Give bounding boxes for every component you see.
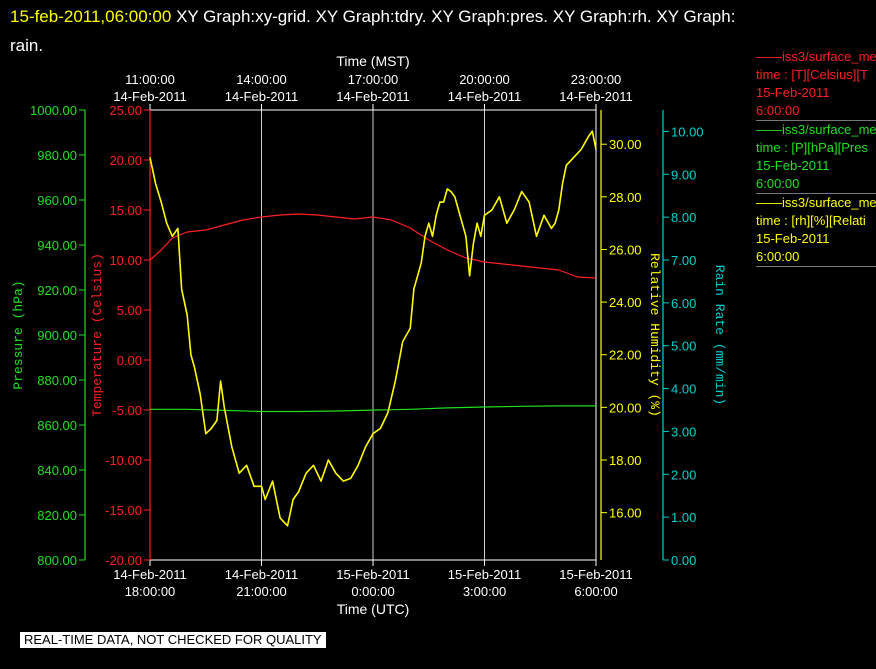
pres-y-tick-label: 860.00 <box>37 418 77 433</box>
rh-y-tick-label: 16.00 <box>609 506 642 521</box>
legend-entry-date: 15-Feb-2011 <box>756 231 830 246</box>
top-tick-label: 14-Feb-2011 <box>225 89 298 104</box>
pres-y-tick-label: 940.00 <box>37 238 77 253</box>
legend-entry-humidity: ——iss3/surface_me time : [rh][%][Relati … <box>756 194 876 267</box>
legend-entry-name: ——iss3/surface_me <box>756 195 876 210</box>
x-tick-label: 3:00:00 <box>463 584 506 599</box>
top-tick-label: 14-Feb-2011 <box>559 89 632 104</box>
tdry-y-tick-label: -15.00 <box>105 503 142 518</box>
rain-y-tick-label: 1.00 <box>671 510 696 525</box>
rh-y-tick-label: 18.00 <box>609 453 642 468</box>
tdry-y-tick-label: 5.00 <box>117 303 142 318</box>
pres-y-tick-label: 960.00 <box>37 193 77 208</box>
rain-y-tick-label: 4.00 <box>671 382 696 397</box>
legend-entry-time: 6:00:00 <box>756 103 800 118</box>
x-tick-label: 14-Feb-2011 <box>113 567 186 582</box>
rain-y-tick-label: 7.00 <box>671 253 696 268</box>
title-timestamp: 15-feb-2011,06:00:00 <box>10 7 172 26</box>
top-tick-label: 20:00:00 <box>459 72 510 87</box>
rh-y-tick-label: 26.00 <box>609 242 642 257</box>
pres-y-tick-label: 900.00 <box>37 328 77 343</box>
rh-y-tick-label: 24.00 <box>609 295 642 310</box>
x-tick-label: 18:00:00 <box>125 584 176 599</box>
pres-y-tick-label: 1000.00 <box>30 103 77 118</box>
tdry-y-tick-label: -5.00 <box>112 403 142 418</box>
legend-line-swatch: —— <box>756 49 782 64</box>
x-tick-label: 0:00:00 <box>351 584 394 599</box>
legend-entry-temperature: ——iss3/surface_me time : [T][Celsius][T … <box>756 48 876 121</box>
temperature-line <box>149 213 597 279</box>
x-tick-label: 14-Feb-2011 <box>225 567 298 582</box>
rh-y-tick-label: 20.00 <box>609 400 642 415</box>
top-tick-label: 14-Feb-2011 <box>336 89 409 104</box>
chart-title: 15-feb-2011,06:00:00 XY Graph:xy-grid. X… <box>10 2 860 60</box>
rain-y-tick-label: 6.00 <box>671 296 696 311</box>
title-graph-list-wrap: rain. <box>10 36 44 55</box>
rain-y-tick-label: 3.00 <box>671 424 696 439</box>
pres-y-axis-title: Pressure (hPa) <box>11 280 26 389</box>
humidity-line <box>149 130 597 527</box>
quality-warning: REAL-TIME DATA, NOT CHECKED FOR QUALITY <box>20 632 326 648</box>
pres-y-tick-label: 980.00 <box>37 148 77 163</box>
tdry-y-tick-label: 10.00 <box>109 253 142 268</box>
legend-entry-date: 15-Feb-2011 <box>756 158 830 173</box>
legend-line-swatch: —— <box>756 195 782 210</box>
legend-entry-time: 6:00:00 <box>756 249 800 264</box>
legend-entry-name: ——iss3/surface_me <box>756 122 876 137</box>
tdry-y-tick-label: -20.00 <box>105 553 142 568</box>
pres-y-tick-label: 800.00 <box>37 553 77 568</box>
x-axis-title: Time (UTC) <box>337 601 410 617</box>
legend-entry-name: ——iss3/surface_me <box>756 49 876 64</box>
legend: ——iss3/surface_me time : [T][Celsius][T … <box>756 48 876 267</box>
top-axis-title: Time (MST) <box>336 53 409 69</box>
tdry-y-tick-label: 25.00 <box>109 103 142 118</box>
pres-y-tick-label: 880.00 <box>37 373 77 388</box>
rh-y-tick-label: 28.00 <box>609 190 642 205</box>
legend-entry-time: 6:00:00 <box>756 176 800 191</box>
legend-entry-date: 15-Feb-2011 <box>756 85 830 100</box>
rh-y-axis-title: Relative Humidity (%) <box>647 253 662 417</box>
rain-y-tick-label: 9.00 <box>671 167 696 182</box>
legend-entry-vars: time : [rh][%][Relati <box>756 213 866 228</box>
legend-line-swatch: —— <box>756 122 782 137</box>
top-tick-label: 14:00:00 <box>236 72 287 87</box>
legend-entry-vars: time : [T][Celsius][T <box>756 67 868 82</box>
pres-y-tick-label: 820.00 <box>37 508 77 523</box>
x-tick-label: 21:00:00 <box>236 584 287 599</box>
top-tick-label: 23:00:00 <box>571 72 622 87</box>
title-graph-list: XY Graph:xy-grid. XY Graph:tdry. XY Grap… <box>176 7 736 26</box>
rain-y-axis-title: Rain Rate (mm/min) <box>712 265 727 405</box>
tdry-y-tick-label: 20.00 <box>109 153 142 168</box>
rain-y-tick-label: 0.00 <box>671 553 696 568</box>
top-tick-label: 17:00:00 <box>348 72 399 87</box>
tdry-y-axis-title: Temperature (Celsius) <box>90 253 105 417</box>
tdry-y-tick-label: 0.00 <box>117 353 142 368</box>
legend-entry-vars: time : [P][hPa][Pres <box>756 140 868 155</box>
pres-y-tick-label: 840.00 <box>37 463 77 478</box>
rh-y-tick-label: 22.00 <box>609 348 642 363</box>
rain-y-tick-label: 2.00 <box>671 467 696 482</box>
legend-entry-pressure: ——iss3/surface_me time : [P][hPa][Pres 1… <box>756 121 876 194</box>
rain-y-tick-label: 10.00 <box>671 124 704 139</box>
x-tick-label: 6:00:00 <box>574 584 617 599</box>
x-tick-label: 15-Feb-2011 <box>559 567 632 582</box>
top-tick-label: 11:00:00 <box>125 72 175 87</box>
x-tick-label: 15-Feb-2011 <box>336 567 409 582</box>
pres-y-tick-label: 920.00 <box>37 283 77 298</box>
top-tick-label: 14-Feb-2011 <box>448 89 521 104</box>
rain-y-tick-label: 5.00 <box>671 339 696 354</box>
rh-y-tick-label: 30.00 <box>609 137 642 152</box>
top-tick-label: 14-Feb-2011 <box>113 89 186 104</box>
tdry-y-tick-label: 15.00 <box>109 203 142 218</box>
rain-y-tick-label: 8.00 <box>671 210 696 225</box>
tdry-y-tick-label: -10.00 <box>105 453 142 468</box>
x-tick-label: 15-Feb-2011 <box>448 567 521 582</box>
